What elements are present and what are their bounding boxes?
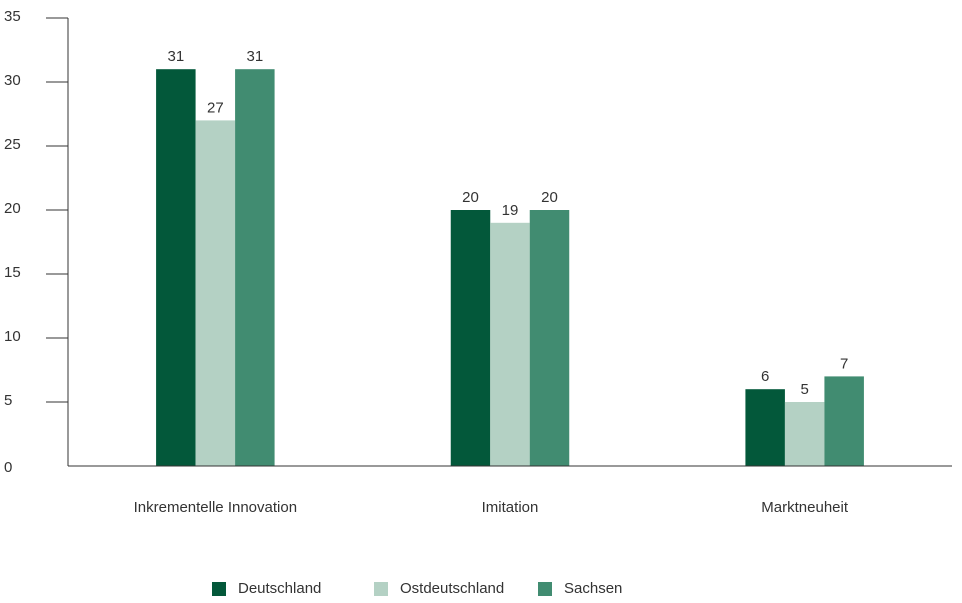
data-label: 20 [462,189,479,206]
y-tick-label: 35 [4,8,21,25]
y-tick-label: 15 [4,264,21,281]
data-label: 6 [761,368,769,385]
bar-sachsen-2 [529,210,570,466]
y-tick-label: 25 [4,136,21,153]
bar-ostdeutschland-2 [490,222,530,466]
data-label: 31 [167,48,184,65]
data-label: 20 [541,189,558,206]
bar-sachsen-3 [824,376,864,466]
y-tick-label: 5 [4,392,12,409]
bar-deutschland-2 [450,210,491,466]
legend: Deutschland Ostdeutschland Sachsen [0,580,962,602]
y-tick-label: 30 [4,72,21,89]
data-label: 19 [502,202,519,219]
legend-item-deutschland: Deutschland [212,580,321,597]
data-labels: 31 27 31 20 19 20 6 5 7 [167,48,848,398]
y-tick-label: 10 [4,328,21,345]
x-category-label: Marktneuheit [761,499,849,516]
bars [156,69,864,467]
legend-item-sachsen: Sachsen [538,580,622,597]
x-category-label: Imitation [482,499,539,516]
legend-swatch [212,581,226,596]
legend-label: Ostdeutschland [400,580,505,597]
legend-swatch [538,581,552,596]
x-category-label: Inkrementelle Innovation [134,499,297,516]
legend-label: Sachsen [564,580,623,597]
legend-label: Deutschland [238,580,322,597]
data-label: 5 [800,381,808,398]
bar-chart: 0 5 10 15 20 25 30 35 31 27 31 20 19 20 6 5 7 Inkrement… [4,8,952,516]
x-axis: Inkrementelle Innovation Imitation Marktne… [68,465,952,516]
legend-item-ostdeutschland: Ostdeutschland [374,580,504,597]
data-label: 31 [246,48,263,65]
data-label: 7 [840,355,848,372]
y-tick-label: 0 [4,459,12,476]
data-label: 27 [207,99,224,116]
bar-sachsen-1 [235,69,275,466]
bar-ostdeutschland-1 [195,120,236,467]
legend-swatch [374,581,388,596]
bar-ostdeutschland-3 [784,402,825,466]
bar-deutschland-1 [156,69,196,466]
bar-deutschland-3 [745,389,785,466]
y-tick-label: 20 [4,200,21,217]
y-axis: 0 5 10 15 20 25 30 35 [4,8,69,476]
